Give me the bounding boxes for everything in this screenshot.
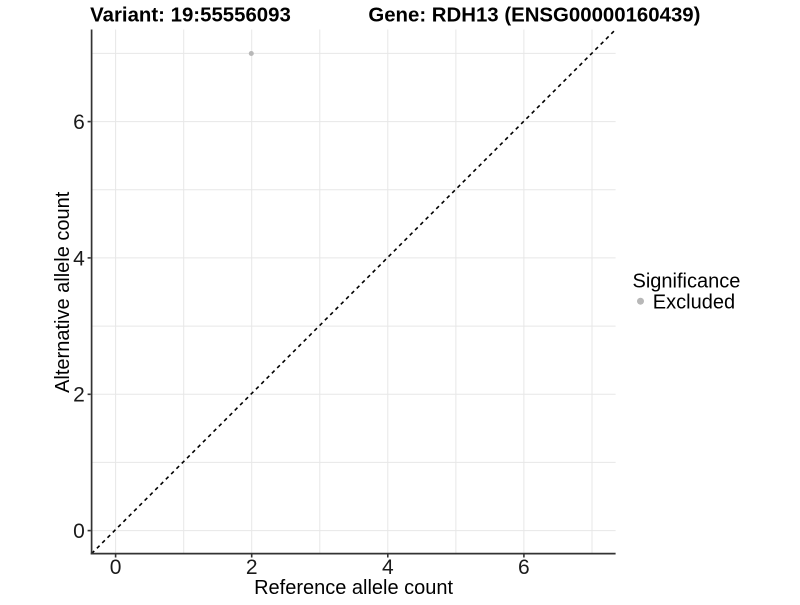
svg-text:2: 2 <box>73 384 85 407</box>
svg-text:0: 0 <box>73 520 85 543</box>
svg-text:Variant: 19:55556093: Variant: 19:55556093 <box>90 5 291 27</box>
svg-text:6: 6 <box>518 556 530 579</box>
svg-text:Excluded: Excluded <box>653 292 735 314</box>
svg-text:0: 0 <box>110 556 122 579</box>
svg-text:Significance: Significance <box>633 271 741 293</box>
svg-text:Alternative allele count: Alternative allele count <box>52 191 74 393</box>
svg-text:6: 6 <box>73 111 85 134</box>
svg-text:Gene: RDH13 (ENSG00000160439): Gene: RDH13 (ENSG00000160439) <box>368 5 700 27</box>
svg-text:2: 2 <box>246 556 258 579</box>
svg-text:4: 4 <box>73 247 85 270</box>
svg-text:Reference allele count: Reference allele count <box>254 577 453 599</box>
svg-text:4: 4 <box>382 556 394 579</box>
